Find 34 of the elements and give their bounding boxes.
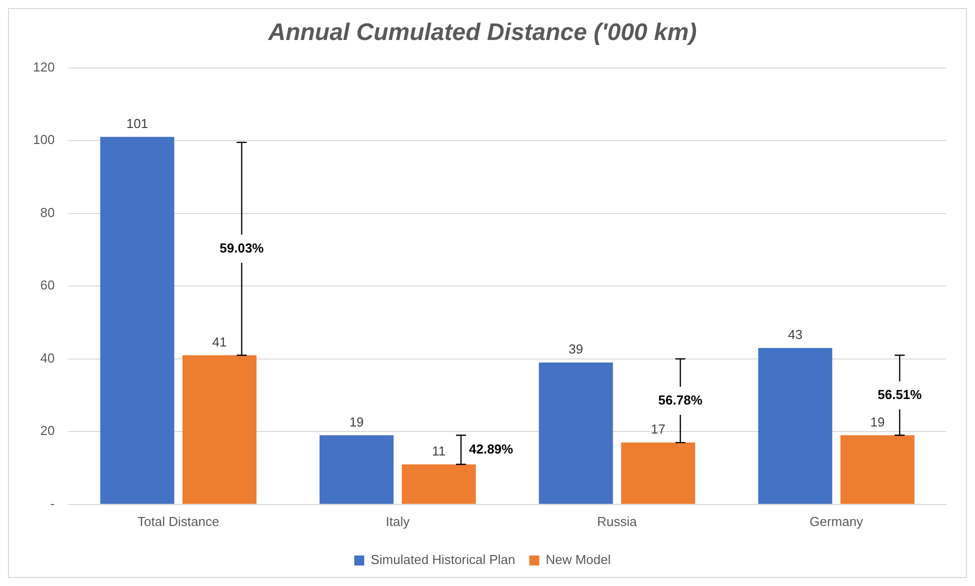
annotation: 42.89% bbox=[469, 441, 514, 456]
data-label: 41 bbox=[212, 334, 227, 350]
data-label: 19 bbox=[349, 414, 364, 430]
y-tick-label: 40 bbox=[40, 350, 55, 366]
x-tick-label: Russia bbox=[597, 514, 638, 529]
y-tick-label: - bbox=[50, 496, 55, 511]
y-tick-label: 120 bbox=[32, 59, 55, 74]
y-tick-label: 100 bbox=[32, 132, 55, 148]
bar bbox=[320, 435, 394, 504]
y-tick-label: 80 bbox=[40, 204, 55, 220]
annotation: 56.51% bbox=[878, 386, 922, 402]
x-tick-label: Total Distance bbox=[138, 514, 220, 529]
bar bbox=[402, 464, 476, 504]
bar bbox=[621, 442, 696, 504]
x-tick-label: Italy bbox=[386, 514, 410, 529]
bar bbox=[758, 348, 832, 504]
legend-label: Simulated Historical Plan bbox=[370, 552, 516, 568]
bar bbox=[538, 362, 613, 504]
bar bbox=[182, 355, 256, 504]
y-tick-label: 60 bbox=[40, 278, 55, 293]
chart-title: Annual Cumulated Distance ('000 km) bbox=[267, 19, 697, 46]
data-label: 17 bbox=[650, 422, 666, 437]
y-tick-label: 20 bbox=[40, 423, 55, 438]
annotation: 56.78% bbox=[658, 392, 703, 408]
bar bbox=[840, 435, 914, 504]
data-label: 39 bbox=[568, 342, 584, 357]
bar bbox=[100, 136, 174, 504]
data-label: 11 bbox=[432, 443, 446, 458]
legend-label: New Model bbox=[546, 552, 611, 568]
data-label: 19 bbox=[870, 414, 885, 430]
annotation: 59.03% bbox=[220, 240, 264, 256]
data-label: 43 bbox=[788, 327, 802, 342]
data-label: 101 bbox=[126, 116, 148, 132]
x-tick-label: Germany bbox=[810, 514, 864, 529]
